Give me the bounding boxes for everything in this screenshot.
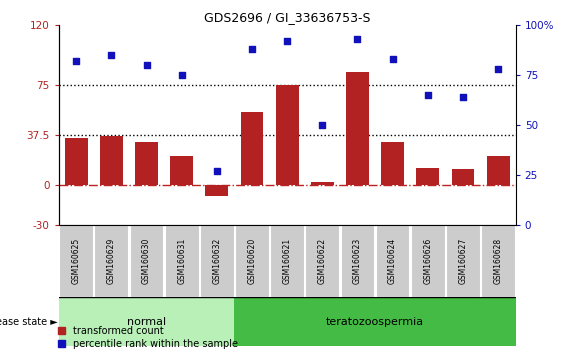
Point bbox=[493, 66, 503, 72]
FancyBboxPatch shape bbox=[411, 225, 445, 297]
Point bbox=[388, 56, 397, 62]
Text: GSM160632: GSM160632 bbox=[212, 238, 222, 284]
Bar bbox=[275, 85, 298, 185]
Text: GSM160630: GSM160630 bbox=[142, 238, 151, 284]
Text: normal: normal bbox=[127, 317, 166, 327]
Bar bbox=[311, 182, 334, 185]
Bar bbox=[100, 136, 123, 185]
Text: GSM160626: GSM160626 bbox=[423, 238, 432, 284]
Text: GSM160629: GSM160629 bbox=[107, 238, 116, 284]
Bar bbox=[486, 156, 509, 185]
Point bbox=[71, 58, 81, 64]
FancyBboxPatch shape bbox=[165, 225, 199, 297]
FancyBboxPatch shape bbox=[481, 225, 515, 297]
Text: GSM160622: GSM160622 bbox=[318, 238, 327, 284]
Point bbox=[318, 122, 327, 128]
Text: GSM160631: GSM160631 bbox=[177, 238, 186, 284]
FancyBboxPatch shape bbox=[200, 225, 234, 297]
FancyBboxPatch shape bbox=[446, 225, 480, 297]
Text: GSM160624: GSM160624 bbox=[388, 238, 397, 284]
FancyBboxPatch shape bbox=[59, 225, 93, 297]
Text: GSM160628: GSM160628 bbox=[493, 238, 503, 284]
FancyBboxPatch shape bbox=[376, 225, 410, 297]
Bar bbox=[240, 112, 263, 185]
FancyBboxPatch shape bbox=[59, 298, 234, 346]
FancyBboxPatch shape bbox=[305, 225, 339, 297]
Text: GSM160625: GSM160625 bbox=[71, 238, 81, 284]
Bar bbox=[416, 168, 440, 185]
FancyBboxPatch shape bbox=[340, 225, 374, 297]
Point bbox=[142, 62, 151, 68]
Point bbox=[212, 168, 222, 174]
Point bbox=[353, 36, 362, 42]
Point bbox=[107, 52, 116, 58]
Text: teratozoospermia: teratozoospermia bbox=[326, 317, 424, 327]
Text: GSM160623: GSM160623 bbox=[353, 238, 362, 284]
Point bbox=[423, 92, 432, 98]
FancyBboxPatch shape bbox=[234, 298, 516, 346]
Bar bbox=[205, 185, 229, 196]
Legend: transformed count, percentile rank within the sample: transformed count, percentile rank withi… bbox=[57, 326, 238, 349]
Point bbox=[247, 46, 257, 52]
Point bbox=[458, 94, 468, 100]
Bar bbox=[135, 142, 158, 185]
Title: GDS2696 / GI_33636753-S: GDS2696 / GI_33636753-S bbox=[204, 11, 370, 24]
FancyBboxPatch shape bbox=[235, 225, 269, 297]
Bar bbox=[451, 169, 475, 185]
Bar bbox=[381, 142, 404, 185]
Point bbox=[177, 72, 186, 78]
Bar bbox=[65, 138, 88, 185]
Text: GSM160627: GSM160627 bbox=[458, 238, 468, 284]
Bar bbox=[346, 72, 369, 185]
Text: disease state ►: disease state ► bbox=[0, 317, 58, 327]
FancyBboxPatch shape bbox=[270, 225, 304, 297]
Bar bbox=[171, 156, 193, 185]
FancyBboxPatch shape bbox=[130, 225, 163, 297]
Text: GSM160620: GSM160620 bbox=[247, 238, 257, 284]
Point bbox=[282, 38, 292, 44]
FancyBboxPatch shape bbox=[94, 225, 128, 297]
Text: GSM160621: GSM160621 bbox=[282, 238, 292, 284]
